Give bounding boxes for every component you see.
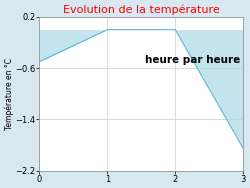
- Title: Evolution de la température: Evolution de la température: [63, 4, 220, 15]
- Text: heure par heure: heure par heure: [144, 55, 240, 65]
- Y-axis label: Température en °C: Température en °C: [4, 58, 14, 130]
